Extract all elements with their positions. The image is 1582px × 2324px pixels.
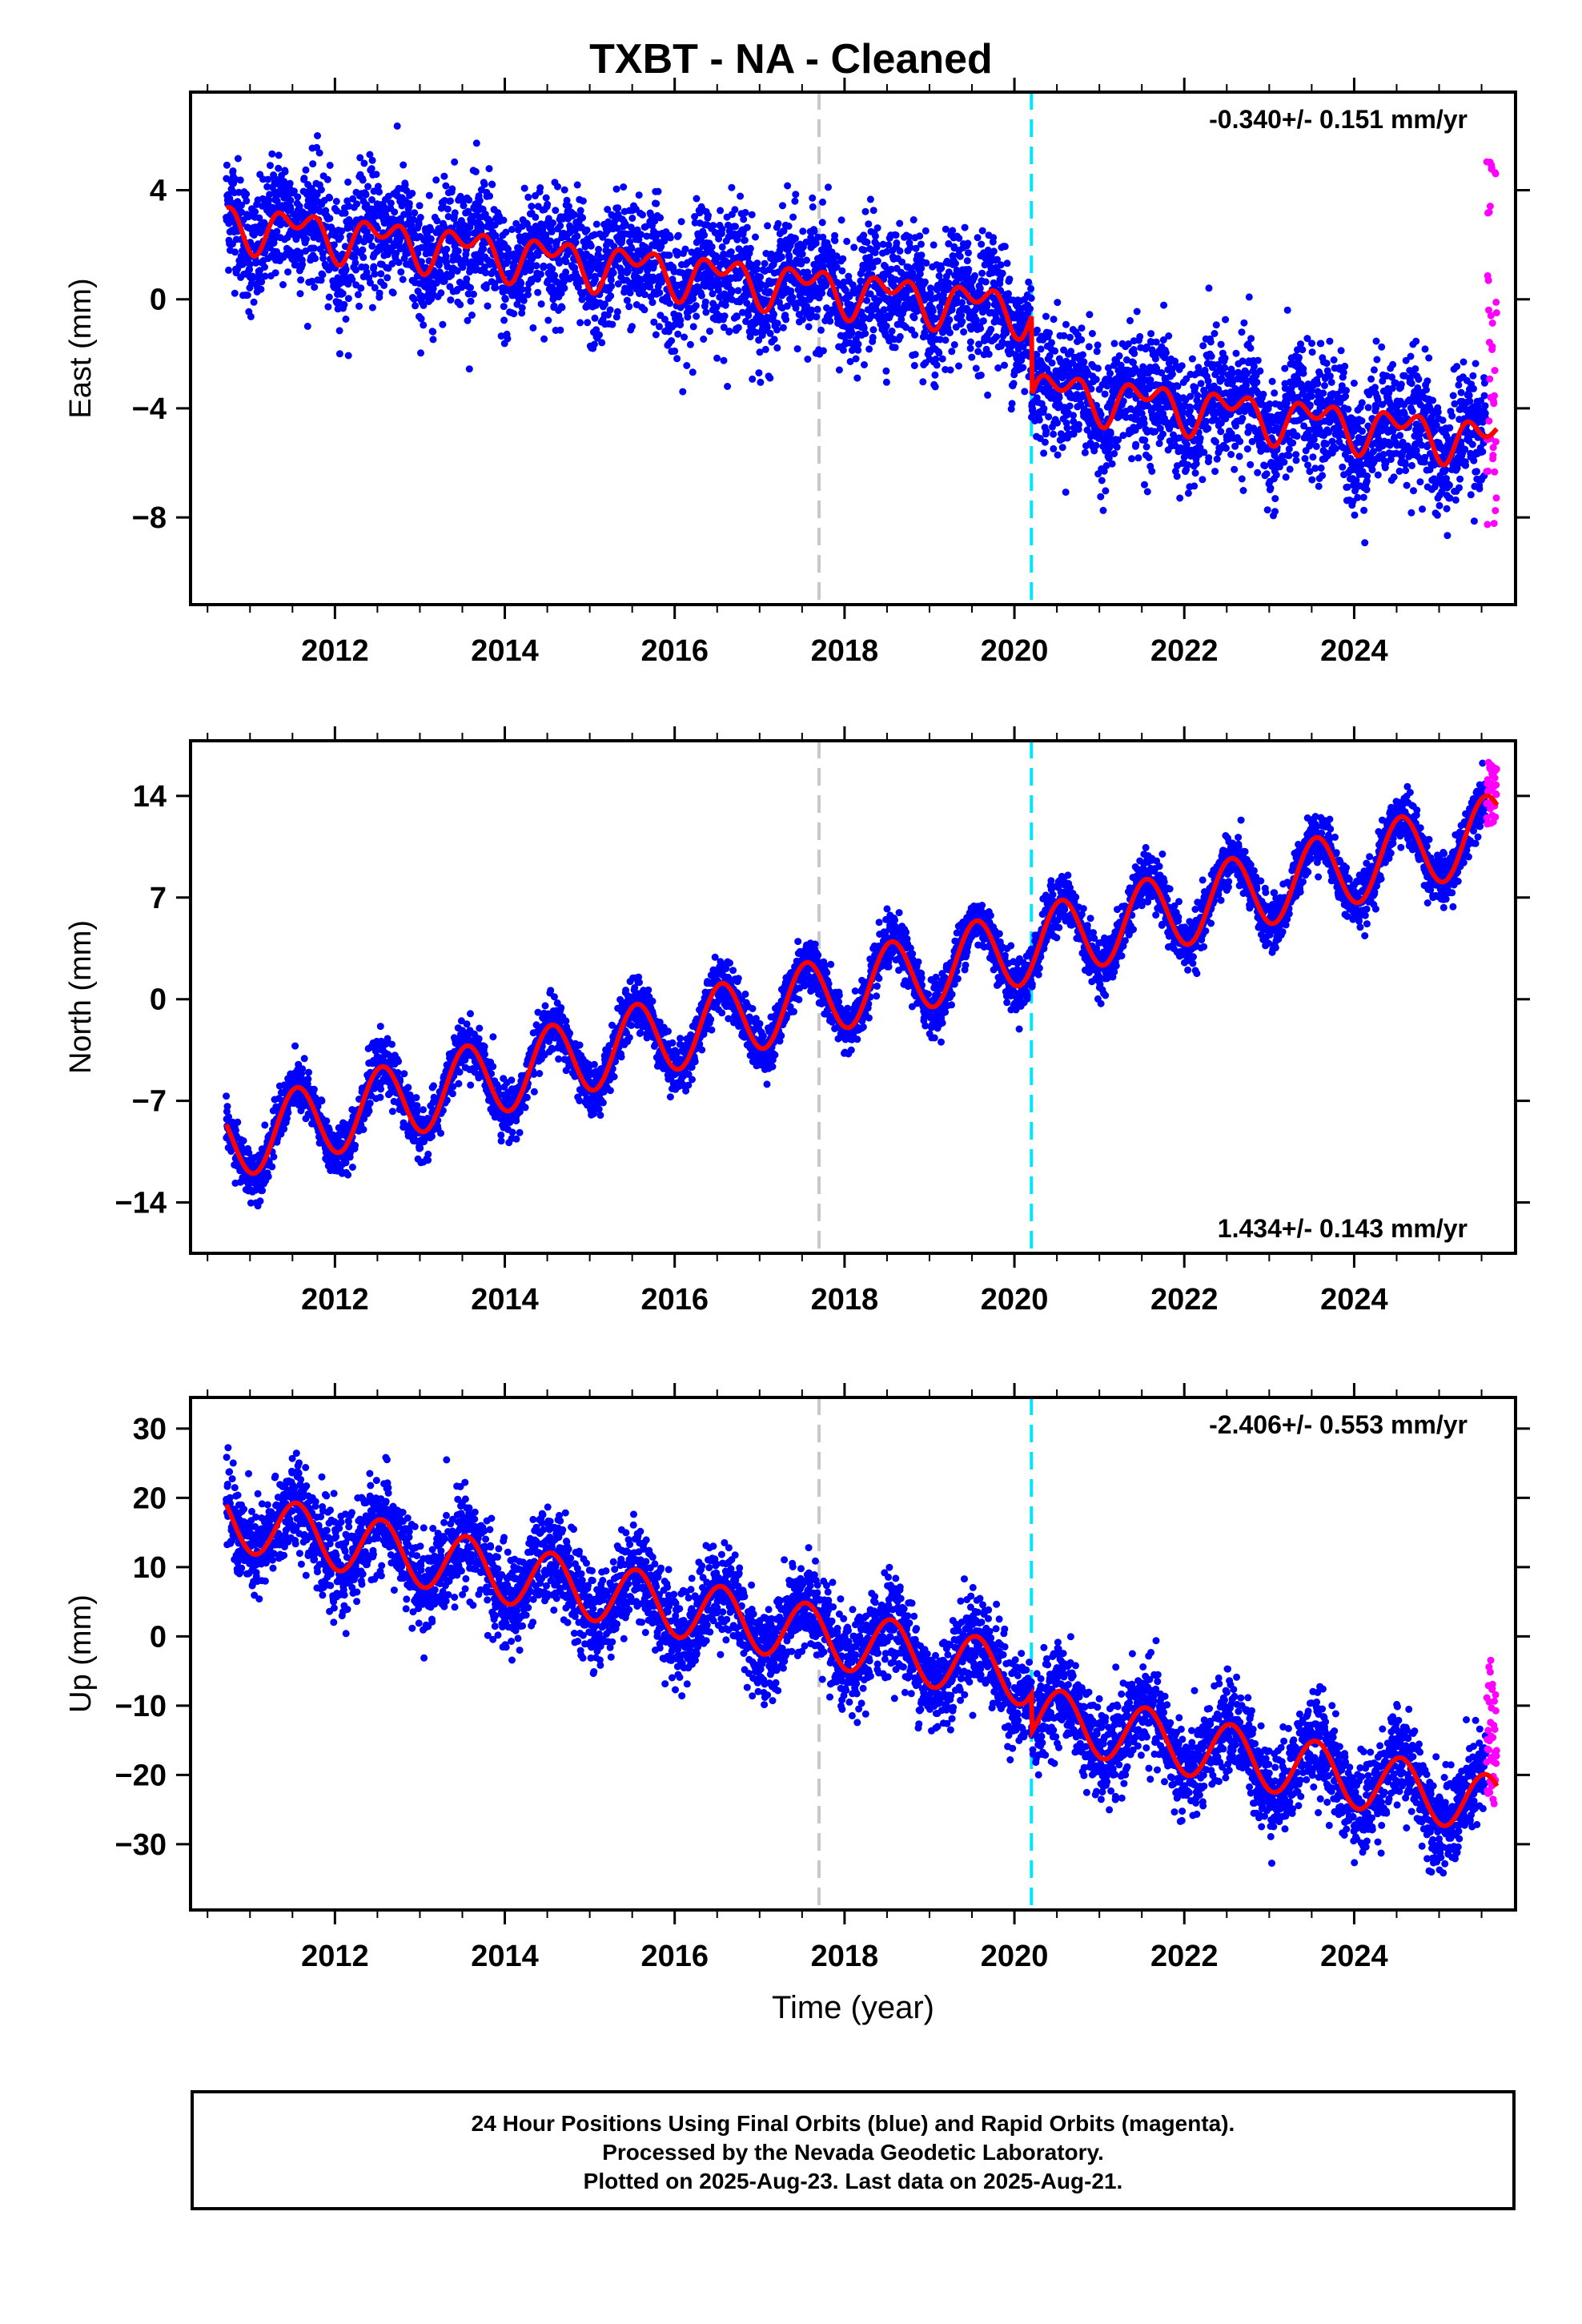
y-tick-label: −8 bbox=[132, 501, 167, 535]
north-panel: 2012 2014 2016 2018 2020 2022 2024 14 7 0 −7 −14 Nor… bbox=[64, 726, 1530, 1317]
rapid-orbit-scatter bbox=[1483, 758, 1500, 828]
y-tick-label: 20 bbox=[133, 1482, 167, 1515]
x-tick-label: 2012 bbox=[301, 1940, 369, 1973]
x-tick-label: 2016 bbox=[640, 1940, 709, 1973]
model-fit-line bbox=[223, 1500, 1500, 1828]
y-tick-label: −4 bbox=[132, 392, 167, 426]
x-tick-label: 2022 bbox=[1150, 1283, 1219, 1317]
x-tick-label: 2024 bbox=[1320, 1283, 1388, 1317]
plot-frame bbox=[189, 90, 1517, 606]
final-orbit-scatter bbox=[223, 122, 1490, 547]
chart-title: TXBT - NA - Cleaned bbox=[589, 36, 993, 82]
model-fit-line bbox=[225, 204, 1499, 468]
y-tick-label: −7 bbox=[132, 1085, 167, 1119]
x-tick-label: 2016 bbox=[640, 1283, 709, 1317]
rapid-orbit-scatter bbox=[1483, 158, 1500, 529]
rate-label: -0.340+/- 0.151 mm/yr bbox=[1209, 105, 1468, 134]
up-panel: 2012 2014 2016 2018 2020 2022 2024 30 20 10 0 −10 −2… bbox=[64, 1383, 1530, 2025]
x-tick-label: 2018 bbox=[811, 1283, 879, 1317]
x-tick-label: 2022 bbox=[1150, 634, 1219, 668]
y-axis-label: Up (mm) bbox=[64, 1594, 98, 1713]
x-tick-label: 2022 bbox=[1150, 1940, 1219, 1973]
x-tick-label: 2016 bbox=[640, 634, 709, 668]
y-tick-label: 7 bbox=[150, 882, 167, 915]
y-tick-label: 0 bbox=[150, 983, 167, 1017]
east-panel: 2012 2014 2016 2018 2020 2022 2024 4 0 −4 −8 East (… bbox=[64, 78, 1530, 668]
footer-line-1: 24 Hour Positions Using Final Orbits (bl… bbox=[471, 2111, 1235, 2136]
x-tick-label: 2018 bbox=[811, 634, 879, 668]
y-tick-label: 14 bbox=[133, 780, 167, 814]
y-tick-label: 30 bbox=[133, 1413, 167, 1446]
x-tick-label: 2018 bbox=[811, 1940, 879, 1973]
final-orbit-points bbox=[223, 122, 1490, 547]
footer-line-2: Processed by the Nevada Geodetic Laborat… bbox=[602, 2140, 1104, 2165]
rapid-orbit-scatter bbox=[1483, 1656, 1500, 1807]
info-box: 24 Hour Positions Using Final Orbits (bl… bbox=[191, 2090, 1516, 2210]
x-tick-label: 2014 bbox=[471, 634, 539, 668]
model-fit-line bbox=[223, 793, 1500, 1176]
final-orbit-scatter bbox=[223, 1444, 1490, 1877]
footer-line-3: Plotted on 2025-Aug-23. Last data on 202… bbox=[583, 2169, 1123, 2193]
rate-label: -2.406+/- 0.553 mm/yr bbox=[1209, 1410, 1468, 1439]
y-axis-label: North (mm) bbox=[64, 920, 98, 1074]
plot-frame bbox=[189, 739, 1517, 1255]
y-tick-label: 4 bbox=[150, 175, 167, 208]
plot-frame bbox=[189, 1396, 1517, 1912]
x-tick-label: 2020 bbox=[981, 1940, 1049, 1973]
x-tick-label: 2014 bbox=[471, 1940, 539, 1973]
y-tick-label: −30 bbox=[115, 1828, 167, 1862]
final-orbit-points bbox=[223, 1444, 1490, 1877]
x-tick-label: 2014 bbox=[471, 1283, 539, 1317]
y-tick-label: −14 bbox=[115, 1187, 167, 1220]
x-tick-label: 2024 bbox=[1320, 1940, 1388, 1973]
final-orbit-scatter bbox=[223, 759, 1490, 1210]
x-tick-label: 2020 bbox=[981, 634, 1049, 668]
y-tick-label: 0 bbox=[150, 1620, 167, 1654]
y-tick-label: −20 bbox=[115, 1759, 167, 1792]
rate-label: 1.434+/- 0.143 mm/yr bbox=[1218, 1214, 1468, 1243]
x-tick-label: 2024 bbox=[1320, 634, 1388, 668]
x-tick-label: 2020 bbox=[981, 1283, 1049, 1317]
y-axis-label: East (mm) bbox=[64, 278, 98, 418]
final-orbit-points bbox=[223, 759, 1490, 1210]
y-tick-label: −10 bbox=[115, 1690, 167, 1723]
x-axis-label: Time (year) bbox=[772, 1990, 934, 2025]
y-tick-label: 10 bbox=[133, 1551, 167, 1585]
y-tick-label: 0 bbox=[150, 283, 167, 317]
x-tick-label: 2012 bbox=[301, 634, 369, 668]
x-tick-label: 2012 bbox=[301, 1283, 369, 1317]
